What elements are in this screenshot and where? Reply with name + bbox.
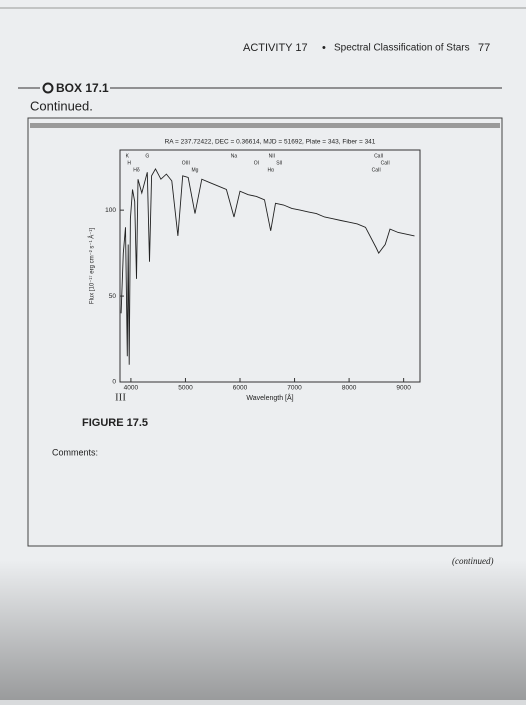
line-annotation: Hδ (133, 167, 140, 173)
line-annotation: H (127, 160, 131, 166)
y-tick-label: 50 (109, 293, 117, 300)
y-axis-label: Flux [10⁻¹⁷ erg cm⁻² s⁻¹ Å⁻¹] (89, 228, 96, 305)
line-annotation: K (126, 153, 130, 159)
handwritten-note: III (115, 392, 126, 404)
continued: Continued. (30, 98, 93, 113)
line-annotation: Na (231, 153, 238, 159)
x-tick-label: 5000 (178, 385, 193, 392)
comments-label: Comments: (52, 447, 98, 457)
activity: ACTIVITY 17 (243, 42, 308, 54)
separator: • (322, 42, 326, 54)
line-annotation: OI (254, 160, 259, 166)
page-number: 77 (478, 42, 490, 54)
box-frame (27, 117, 503, 547)
chart: RA = 237.72422, DEC = 0.36614, MJD = 516… (89, 139, 421, 402)
figure-label: FIGURE 17.5 (82, 417, 148, 429)
plot-frame (119, 149, 421, 383)
shadow (0, 560, 526, 700)
chart-title: RA = 237.72422, DEC = 0.36614, MJD = 516… (165, 139, 376, 146)
line-annotation: Mg (192, 167, 199, 173)
box-bar (30, 123, 500, 128)
y-tick-label: 0 (112, 379, 116, 386)
line-annotation: OIII (182, 160, 190, 166)
x-tick-label: 9000 (396, 385, 411, 392)
x-axis-label: Wavelength [Å] (246, 393, 293, 402)
x-tick-label: 7000 (287, 385, 302, 392)
x-tick-label: 4000 (124, 385, 139, 392)
line-annotation: Hα (267, 167, 274, 173)
x-tick-label: 6000 (233, 385, 248, 392)
line-annotation: NII (269, 153, 275, 159)
spectrum-line (120, 167, 415, 365)
line-annotation: CaII (374, 153, 383, 159)
section-title: Spectral Classification of Stars (334, 43, 470, 54)
line-annotation: CaII (372, 167, 381, 173)
x-tick-label: 8000 (342, 385, 357, 392)
line-annotation: CaII (381, 160, 390, 166)
box-bullet (42, 82, 54, 94)
y-tick-label: 100 (105, 207, 116, 214)
box-label: BOX 17.1 (56, 81, 109, 95)
line-annotation: G (145, 153, 149, 159)
line-annotation: SII (276, 160, 282, 166)
